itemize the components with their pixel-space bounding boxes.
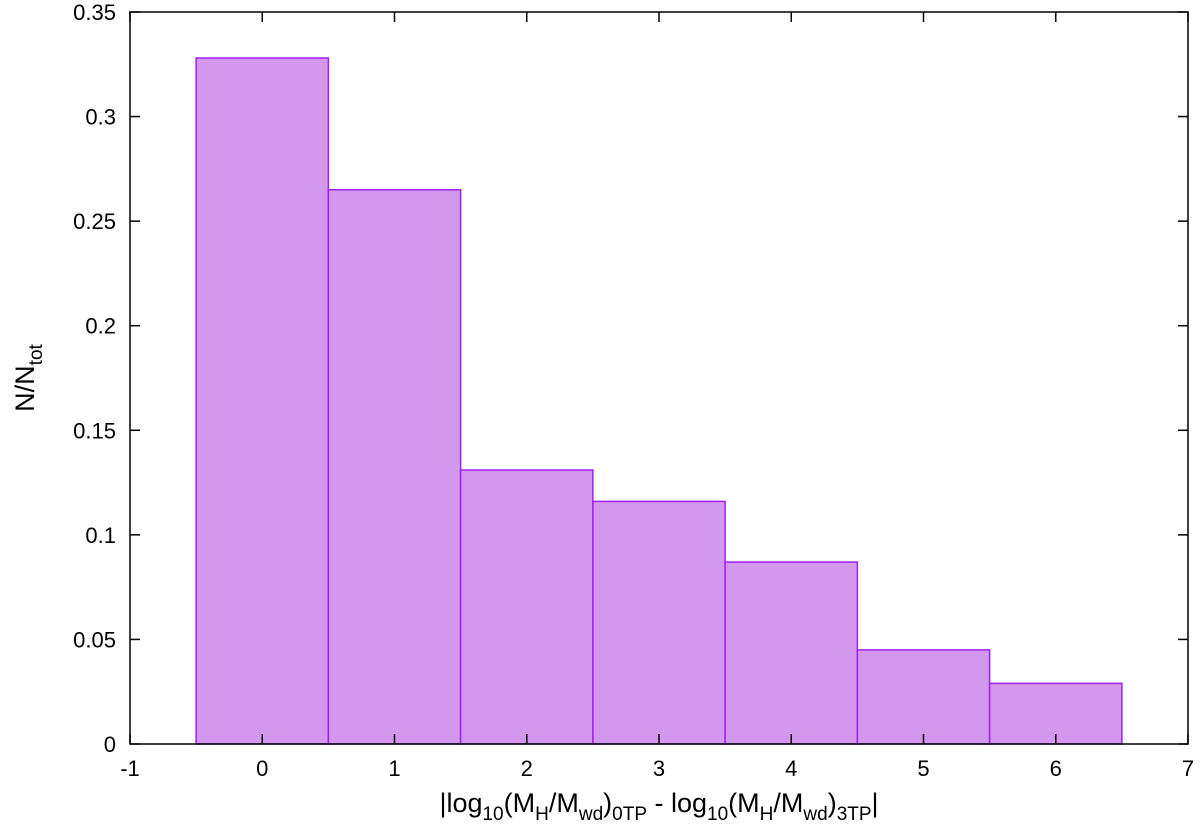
label-part: )	[828, 788, 837, 818]
x-tick-label: 0	[256, 756, 268, 781]
x-tick-label: 3	[653, 756, 665, 781]
x-tick-label: 5	[917, 756, 929, 781]
y-axis-label: N/Ntot	[10, 343, 47, 411]
bar	[988, 682, 1123, 745]
bar	[327, 189, 462, 745]
x-tick-label: 4	[785, 756, 797, 781]
x-tick-label: 6	[1050, 756, 1062, 781]
label-subscript: H	[760, 804, 774, 825]
label-subscript: 10	[482, 804, 503, 825]
label-subscript: 0TP	[612, 804, 647, 825]
label-subscript: 10	[707, 804, 728, 825]
label-part: |	[872, 788, 879, 818]
bar	[195, 57, 330, 745]
y-tick-label: 0.2	[85, 314, 116, 339]
x-tick-label: 2	[521, 756, 533, 781]
y-tick-label: 0.1	[85, 523, 116, 548]
label-part: (M	[504, 788, 535, 818]
label-part: N/N	[10, 365, 40, 412]
label-part: /M	[549, 788, 579, 818]
label-part: - log	[647, 788, 707, 818]
y-tick-label: 0.25	[73, 209, 116, 234]
x-axis-label: |log10(MH/Mwd)0TP - log10(MH/Mwd)3TP|	[439, 788, 878, 825]
y-tick-label: 0.05	[73, 627, 116, 652]
label-part: /M	[773, 788, 803, 818]
y-tick-label: 0	[104, 732, 116, 757]
bar	[856, 649, 991, 745]
label-subscript: H	[535, 804, 549, 825]
label-part: (M	[728, 788, 759, 818]
label-subscript: tot	[26, 343, 47, 365]
y-tick-label: 0.15	[73, 418, 116, 443]
label-part: |log	[439, 788, 482, 818]
x-tick-label: 7	[1182, 756, 1194, 781]
label-subscript: 3TP	[837, 804, 872, 825]
bar	[459, 469, 594, 745]
bar	[592, 500, 726, 745]
y-tick-label: 0.3	[85, 105, 116, 130]
label-subscript: wd	[802, 804, 827, 825]
label-subscript: wd	[578, 804, 603, 825]
y-tick-label: 0.35	[73, 0, 116, 25]
label-part: )	[603, 788, 612, 818]
x-tick-label: -1	[120, 756, 140, 781]
x-tick-label: 1	[388, 756, 400, 781]
bar	[724, 561, 859, 745]
